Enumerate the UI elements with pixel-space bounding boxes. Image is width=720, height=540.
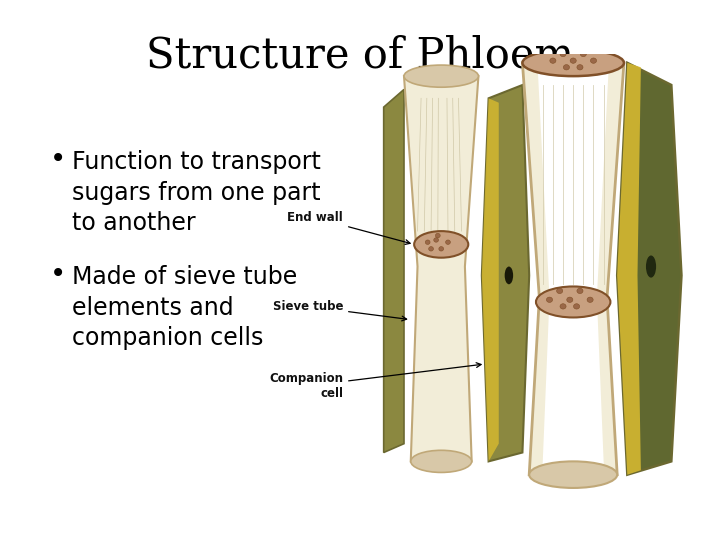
Text: End wall: End wall (287, 211, 410, 245)
Ellipse shape (574, 303, 580, 309)
Ellipse shape (536, 286, 611, 318)
Polygon shape (384, 90, 404, 453)
Polygon shape (404, 76, 478, 461)
Polygon shape (538, 68, 608, 470)
Ellipse shape (546, 297, 552, 302)
Text: Made of sieve tube
elements and
companion cells: Made of sieve tube elements and companio… (72, 265, 297, 350)
Ellipse shape (439, 247, 444, 251)
Text: Sieve tube: Sieve tube (273, 300, 407, 321)
Ellipse shape (404, 65, 478, 87)
Polygon shape (617, 63, 681, 475)
Ellipse shape (567, 297, 573, 302)
Text: •: • (50, 260, 66, 288)
Text: Structure of Phloem: Structure of Phloem (146, 35, 574, 77)
Ellipse shape (426, 240, 430, 245)
Ellipse shape (563, 65, 570, 70)
Text: Function to transport
sugars from one part
to another: Function to transport sugars from one pa… (72, 150, 321, 235)
Ellipse shape (587, 297, 593, 302)
Ellipse shape (560, 303, 566, 309)
Ellipse shape (410, 450, 472, 472)
Ellipse shape (570, 58, 576, 63)
Ellipse shape (428, 247, 433, 251)
Ellipse shape (646, 255, 656, 278)
Text: Companion
cell: Companion cell (269, 363, 481, 400)
Polygon shape (523, 63, 624, 475)
Text: •: • (50, 145, 66, 173)
Ellipse shape (505, 267, 513, 284)
Ellipse shape (590, 58, 597, 63)
Ellipse shape (577, 288, 583, 294)
Ellipse shape (550, 58, 556, 63)
Polygon shape (482, 85, 529, 461)
Ellipse shape (436, 233, 440, 238)
Ellipse shape (523, 50, 624, 76)
Polygon shape (482, 98, 499, 461)
Ellipse shape (577, 65, 583, 70)
Ellipse shape (529, 461, 617, 488)
Ellipse shape (557, 288, 563, 294)
Ellipse shape (580, 51, 586, 57)
Ellipse shape (446, 240, 450, 245)
Ellipse shape (560, 51, 566, 57)
Ellipse shape (433, 238, 438, 242)
Polygon shape (617, 63, 641, 475)
Ellipse shape (414, 231, 468, 258)
